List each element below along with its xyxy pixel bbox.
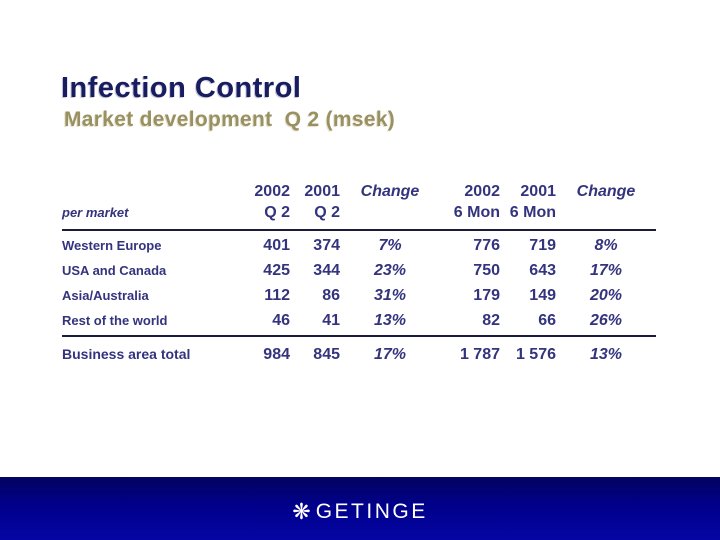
header-change-q2: Change [360, 183, 420, 200]
cell-q2-2002: 46 [272, 312, 290, 329]
header-period-6mon-b: 6 Mon [509, 204, 556, 221]
table-row-total: Business area total 984 845 17% 1 787 1 … [62, 335, 656, 367]
table-row-asia-australia: Asia/Australia 112 86 31% 179 149 20% [62, 283, 656, 308]
table-header-years-row: 2002 2001 Change 2002 2001 Change [62, 182, 656, 202]
page-title: Infection Control [61, 72, 302, 104]
header-year-6mon-2002: 2002 [464, 183, 500, 200]
market-development-table: 2002 2001 Change 2002 2001 Change per ma… [62, 182, 656, 367]
table-header: 2002 2001 Change 2002 2001 Change per ma… [62, 182, 656, 231]
page-subtitle: Market development Q 2 (msek) [64, 108, 396, 131]
cell-q2-2002: 401 [263, 237, 290, 254]
cell-6mon-2002: 179 [473, 287, 500, 304]
cell-q2-change: 23% [373, 262, 407, 279]
row-label: Rest of the world [62, 313, 168, 328]
header-year-q2-2002: 2002 [254, 183, 290, 200]
cell-q2-change: 13% [373, 312, 407, 329]
cell-q2-change: 7% [378, 237, 402, 254]
cell-6mon-2001: 66 [538, 312, 556, 329]
table-row-western-europe: Western Europe 401 374 7% 776 719 8% [62, 233, 656, 258]
cell-6mon-2002: 1 787 [459, 346, 500, 363]
cell-6mon-change: 13% [589, 346, 623, 363]
cell-6mon-2001: 643 [529, 262, 556, 279]
table-row-usa-canada: USA and Canada 425 344 23% 750 643 17% [62, 258, 656, 283]
header-per-market: per market [62, 205, 129, 220]
cell-q2-2002: 425 [263, 262, 290, 279]
header-period-q2-a: Q 2 [264, 204, 290, 221]
cell-6mon-change: 17% [589, 262, 623, 279]
getinge-logo: ❋ GETINGE [292, 500, 427, 524]
header-year-q2-2001: 2001 [304, 183, 340, 200]
cell-q2-2001: 86 [322, 287, 340, 304]
table-body: Western Europe 401 374 7% 776 719 8% USA… [62, 233, 656, 333]
total-label: Business area total [62, 346, 191, 362]
header-change-6mon: Change [576, 183, 636, 200]
cell-6mon-2002: 82 [482, 312, 500, 329]
cell-6mon-2002: 776 [473, 237, 500, 254]
cell-6mon-2001: 149 [529, 287, 556, 304]
getinge-logo-text: GETINGE [315, 499, 428, 523]
cell-q2-2001: 344 [313, 262, 340, 279]
cell-6mon-2001: 719 [529, 237, 556, 254]
cell-q2-2001: 41 [322, 312, 340, 329]
getinge-flower-icon: ❋ [292, 498, 311, 524]
cell-6mon-change: 20% [589, 287, 623, 304]
cell-q2-2001: 845 [313, 346, 340, 363]
cell-6mon-change: 8% [594, 237, 618, 254]
row-label: Western Europe [62, 238, 162, 253]
row-label: Asia/Australia [62, 288, 149, 303]
footer-bar: ❋ GETINGE [0, 477, 720, 540]
cell-q2-2001: 374 [313, 237, 340, 254]
cell-6mon-2001: 1 576 [515, 346, 556, 363]
cell-q2-change: 31% [373, 287, 407, 304]
table-header-periods-row: per market Q 2 Q 2 6 Mon 6 Mon [62, 202, 656, 224]
cell-q2-2002: 112 [264, 287, 290, 304]
header-period-6mon-a: 6 Mon [453, 204, 500, 221]
table-row-rest-of-world: Rest of the world 46 41 13% 82 66 26% [62, 308, 656, 333]
cell-6mon-change: 26% [589, 312, 623, 329]
header-period-q2-b: Q 2 [314, 204, 340, 221]
cell-q2-change: 17% [373, 346, 407, 363]
cell-6mon-2002: 750 [473, 262, 500, 279]
header-year-6mon-2001: 2001 [520, 183, 556, 200]
cell-q2-2002: 984 [263, 346, 290, 363]
row-label: USA and Canada [62, 263, 167, 278]
